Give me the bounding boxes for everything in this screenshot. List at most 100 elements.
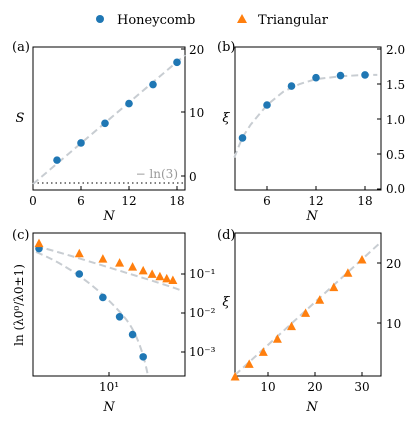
panel-c-point-triangular	[138, 265, 148, 275]
panel-b-y-ticks: 0.0 0.5 1.0 1.5 2.0	[377, 43, 405, 196]
panel-d: (d) ξ N 10 20 30 10 20	[217, 228, 401, 415]
panel-c-ytick-label: 10⁻²	[189, 306, 216, 320]
panel-b-ytick-label: 2.0	[386, 43, 405, 57]
panel-a-fit-line	[32, 54, 186, 185]
panel-d-x-ticks: 10 20 30	[260, 372, 370, 394]
panel-c-fit-honeycomb	[35, 251, 149, 377]
panel-a-frame	[32, 46, 186, 191]
panel-a-ytick-label: 20	[189, 43, 204, 57]
panel-a-point-honeycomb	[53, 156, 61, 164]
panel-c-point-honeycomb	[75, 270, 84, 278]
panel-c-ytick-label: 10⁻³	[189, 345, 216, 359]
panel-b-point-honeycomb	[263, 101, 271, 109]
panel-a-ylabel: S	[16, 111, 25, 126]
panel-c-ylabel: ln (λ0⁰/λ0±1)	[12, 264, 26, 346]
panel-a-x-ticks: 0 6 12 18	[29, 186, 185, 208]
panel-a-xlabel: N	[102, 209, 115, 224]
panel-d-tag: (d)	[217, 228, 235, 243]
panel-b-xtick-label: 18	[357, 194, 372, 208]
panel-d-xtick-label: 10	[260, 380, 275, 394]
panel-d-ylabel: ξ	[222, 295, 230, 310]
panel-b-point-honeycomb	[238, 134, 247, 142]
panel-a: (a) S N − ln(3) 0 6 12 18 0 10 20	[12, 40, 204, 224]
panel-c-y-ticks: 10⁻³ 10⁻² 10⁻¹	[181, 267, 216, 359]
panel-a-xtick-label: 0	[29, 194, 37, 208]
panel-b-point-honeycomb	[336, 71, 345, 80]
panel-d-xlabel: N	[305, 400, 318, 415]
panel-d-point-triangular	[357, 255, 367, 264]
panel-a-point-honeycomb	[77, 139, 85, 147]
panel-b-points	[238, 71, 369, 142]
panel-b-ylabel: ξ	[222, 111, 230, 126]
panel-a-point-honeycomb	[125, 99, 133, 108]
panel-d-xtick-label: 30	[354, 380, 369, 394]
panel-c-point-triangular	[128, 262, 138, 271]
panel-b-ytick-label: 0.5	[386, 148, 405, 162]
panel-c-point-honeycomb	[139, 353, 147, 361]
panel-b-xtick-label: 12	[308, 194, 323, 208]
panel-d-point-triangular	[301, 308, 311, 317]
panel-d-points	[230, 255, 367, 381]
panel-d-y-ticks: 10 20	[377, 257, 401, 331]
panel-c-ytick-label: 10⁻¹	[189, 267, 215, 281]
panel-c-point-triangular	[147, 269, 157, 278]
panel-c-x-ticks: 10¹	[99, 372, 119, 394]
panel-b-ytick-label: 1.0	[386, 113, 405, 127]
panel-a-points	[53, 58, 181, 164]
panel-a-tag: (a)	[12, 40, 30, 55]
panel-c-frame	[32, 232, 186, 377]
panel-a-xtick-label: 12	[121, 194, 136, 208]
panel-c-point-honeycomb	[99, 293, 107, 302]
panel-c-point-triangular	[168, 275, 178, 285]
panel-a-ytick-label: 10	[189, 106, 204, 120]
panel-b-point-honeycomb	[361, 71, 369, 79]
panel-b-point-honeycomb	[312, 73, 320, 82]
panel-c-tag: (c)	[12, 228, 29, 243]
legend-marker-honeycomb	[96, 15, 104, 23]
panel-d-point-triangular	[315, 295, 325, 304]
panel-b-tag: (b)	[217, 40, 235, 55]
panel-b-fit-line	[233, 73, 378, 158]
panel-c-points	[34, 238, 178, 361]
panel-c-xlabel: N	[102, 400, 115, 415]
panel-d-point-triangular	[343, 268, 353, 277]
panel-c-fit-triangular	[35, 245, 181, 291]
panel-b: (b) ξ N 6 12 18 0.0 0.5 1.0 1.5 2.0	[217, 40, 405, 224]
panel-c-point-honeycomb	[115, 312, 124, 321]
panel-c-point-triangular	[34, 238, 44, 248]
panel-d-point-triangular	[287, 321, 296, 331]
panel-c-point-honeycomb	[128, 330, 137, 339]
panel-a-xtick-label: 18	[169, 194, 184, 208]
panel-d-point-triangular	[258, 347, 268, 356]
panel-d-point-triangular	[244, 359, 254, 368]
panel-c-point-triangular	[98, 254, 108, 263]
panel-c-point-triangular	[115, 258, 125, 267]
panel-b-xtick-label: 6	[263, 194, 271, 208]
panel-a-y-ticks: 0 10 20	[181, 43, 204, 184]
panel-c-xtick-label: 10¹	[99, 380, 119, 394]
panel-d-point-triangular	[272, 334, 282, 343]
panel-d-ytick-label: 20	[386, 257, 401, 271]
panel-d-point-triangular	[230, 372, 240, 381]
panel-b-ytick-label: 1.5	[386, 78, 405, 92]
panel-d-xtick-label: 20	[307, 380, 322, 394]
panel-c-point-triangular	[74, 248, 84, 258]
legend: Honeycomb Triangular	[96, 13, 329, 28]
panel-c: (c) ln (λ0⁰/λ0±1) N 10¹ 10⁻³ 10⁻² 10⁻¹	[12, 228, 216, 415]
panel-a-point-honeycomb	[149, 80, 157, 89]
panel-c-point-triangular	[162, 273, 172, 283]
panel-b-x-ticks: 6 12 18	[263, 186, 373, 208]
legend-label-honeycomb: Honeycomb	[117, 13, 195, 28]
panel-c-point-triangular	[155, 271, 165, 281]
panel-b-xlabel: N	[305, 209, 318, 224]
panel-a-xtick-label: 6	[77, 194, 85, 208]
legend-label-triangular: Triangular	[258, 13, 329, 28]
panel-d-point-triangular	[329, 282, 339, 292]
panel-a-annotation: − ln(3)	[136, 167, 178, 181]
panel-a-point-honeycomb	[101, 119, 109, 128]
legend-marker-triangular	[237, 14, 247, 23]
panel-d-ytick-label: 10	[386, 317, 401, 331]
panel-b-point-honeycomb	[287, 82, 296, 90]
panel-a-point-honeycomb	[173, 58, 181, 67]
